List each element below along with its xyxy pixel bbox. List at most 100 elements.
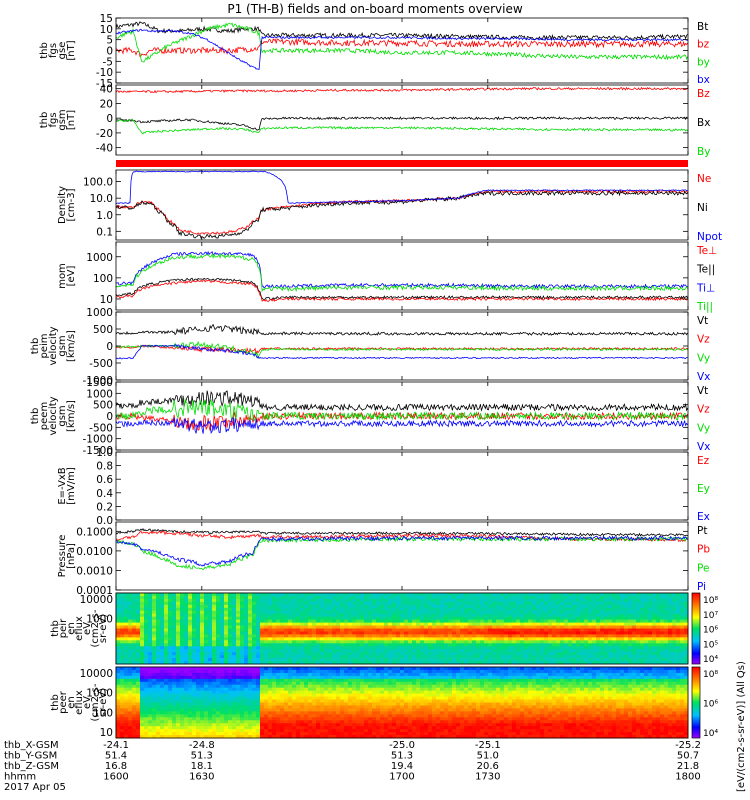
spectrogram-cell	[432, 628, 437, 632]
spectrogram-cell	[116, 705, 121, 709]
spectrogram-cell	[280, 658, 285, 662]
spectrogram-cell	[256, 643, 261, 647]
spectrogram-cell	[144, 601, 149, 606]
spectrogram-cell	[304, 705, 309, 709]
spectrogram-cell	[356, 604, 361, 609]
spectrogram-cell	[460, 593, 465, 597]
spectrogram-cell	[620, 610, 625, 615]
spectrogram-cell	[620, 595, 625, 600]
spectrogram-cell	[624, 658, 629, 662]
spectrogram-cell	[240, 619, 245, 623]
spectrogram-cell	[576, 598, 581, 603]
spectrogram-cell	[264, 646, 269, 650]
spectrogram-cell	[572, 658, 577, 662]
spectrogram-cell	[120, 593, 125, 597]
spectrogram-cell	[184, 643, 189, 647]
y-tick-label: -10	[96, 67, 113, 79]
spectrogram-cell	[144, 735, 149, 739]
spectrogram-cell	[240, 610, 245, 615]
spectrogram-cell	[184, 607, 189, 612]
spectrogram-cell	[616, 607, 621, 612]
spectrogram-cell	[428, 646, 433, 650]
spectrogram-cell	[240, 699, 245, 703]
y-tick-label: -15	[96, 78, 113, 90]
spectrogram-cell	[480, 593, 485, 597]
spectrogram-cell	[116, 702, 121, 706]
spectrogram-cell	[240, 598, 245, 603]
spectrogram-cell	[668, 649, 673, 653]
spectrogram-cell	[292, 690, 297, 695]
spectrogram-cell	[520, 593, 525, 597]
spectrogram-cell	[120, 732, 125, 736]
spectrogram-cell	[380, 646, 385, 650]
spectrogram-cell	[216, 604, 221, 609]
spectrogram-cell	[140, 661, 145, 665]
spectrogram-cell	[296, 610, 301, 615]
spectrogram-cell	[664, 598, 669, 603]
spectrogram-cell	[308, 726, 313, 730]
spectrogram-cell	[388, 631, 393, 635]
spectrogram-cell	[600, 637, 605, 641]
y-tick-label: 1000	[86, 688, 113, 700]
spectrogram-cell	[300, 687, 305, 692]
spectrogram-cell	[192, 610, 197, 615]
spectrogram-cell	[284, 687, 289, 692]
spectrogram-cell	[396, 658, 401, 662]
spectrogram-cell	[252, 646, 257, 650]
spectrogram-cell	[644, 640, 649, 644]
spectrogram-cell	[128, 607, 133, 612]
spectrogram-cell	[580, 607, 585, 612]
spectrogram-cell	[228, 723, 233, 727]
spectrogram-cell	[148, 634, 153, 638]
spectrogram-cell	[596, 622, 601, 626]
spectrogram-cell	[144, 667, 149, 671]
spectrogram-cell	[592, 613, 597, 618]
spectrogram-cell	[288, 610, 293, 615]
spectrogram-cell	[136, 672, 141, 677]
spectrogram-cell	[472, 595, 477, 600]
spectrogram-cell	[632, 601, 637, 606]
spectrogram-cell	[116, 631, 121, 635]
spectrogram-cell	[568, 604, 573, 609]
spectrogram-cell	[564, 634, 569, 638]
spectrogram-cell	[440, 604, 445, 609]
spectrogram-cell	[260, 593, 265, 597]
spectrogram-cell	[256, 613, 261, 618]
spectrogram-cell	[164, 717, 169, 721]
spectrogram-cell	[224, 613, 229, 618]
spectrogram-cell	[284, 604, 289, 609]
spectrogram-cell	[668, 631, 673, 635]
spectrogram-cell	[468, 616, 473, 621]
spectrogram-cell	[560, 634, 565, 638]
spectrogram-cell	[276, 646, 281, 650]
spectrogram-cell	[552, 625, 557, 629]
spectrogram-cell	[476, 613, 481, 618]
spectrogram-cell	[120, 702, 125, 706]
spectrogram-cell	[124, 625, 129, 629]
spectrogram-cell	[268, 729, 273, 733]
spectrogram-cell	[144, 616, 149, 621]
spectrogram-cell	[360, 637, 365, 641]
spectrogram-cell	[164, 604, 169, 609]
spectrogram-cell	[548, 616, 553, 621]
spectrogram-cell	[408, 619, 413, 623]
spectrogram-cell	[460, 631, 465, 635]
y-tick-label: 10	[100, 24, 113, 36]
spectrogram-cell	[228, 699, 233, 703]
spectrogram-cell	[132, 702, 137, 706]
spectrogram-cell	[332, 634, 337, 638]
spectrogram-cell	[240, 652, 245, 656]
spectrogram-cell	[208, 604, 213, 609]
spectrogram-cell	[116, 729, 121, 733]
spectrogram-cell	[152, 696, 157, 700]
spectrogram-cell	[272, 625, 277, 629]
y-axis-label: [mV/m]	[66, 467, 77, 505]
spectrogram-cell	[120, 699, 125, 703]
spectrogram-cell	[144, 622, 149, 626]
spectrogram-cell	[164, 675, 169, 680]
spectrogram-cell	[188, 729, 193, 733]
spectrogram-cell	[128, 732, 133, 736]
spectrogram-cell	[480, 595, 485, 600]
spectrogram-cell	[228, 681, 233, 686]
